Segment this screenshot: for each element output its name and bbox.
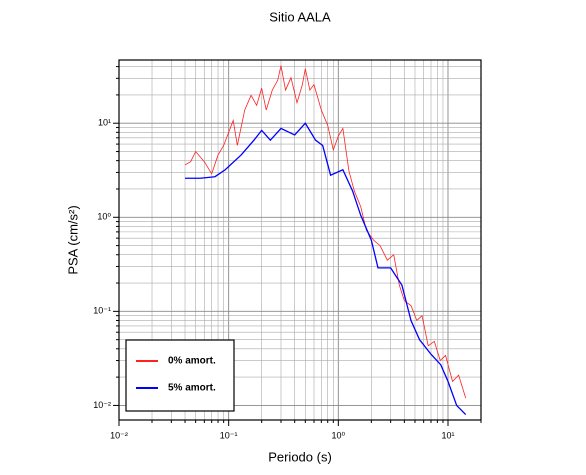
y-tick-label: 10⁻¹ [93,306,111,316]
x-tick-label: 10¹ [441,430,454,440]
series-line [184,65,467,399]
legend-label: 0% amort. [168,356,216,367]
legend-label: 5% amort. [168,383,216,394]
y-tick-label: 10¹ [98,118,111,128]
y-tick-label: 10⁻² [93,400,111,410]
chart-title: Sitio AALA [269,9,331,24]
plot-frame [118,59,482,421]
x-tick-label: 10⁻¹ [220,430,238,440]
x-tick-label: 10⁰ [332,430,346,440]
y-tick-label: 10⁰ [97,212,111,222]
series-line [185,122,467,416]
x-axis-label: Periodo (s) [268,449,332,464]
x-tick-label: 10⁻² [110,430,128,440]
legend-box [125,339,235,412]
y-axis-label: PSA (cm/s²) [65,205,80,274]
